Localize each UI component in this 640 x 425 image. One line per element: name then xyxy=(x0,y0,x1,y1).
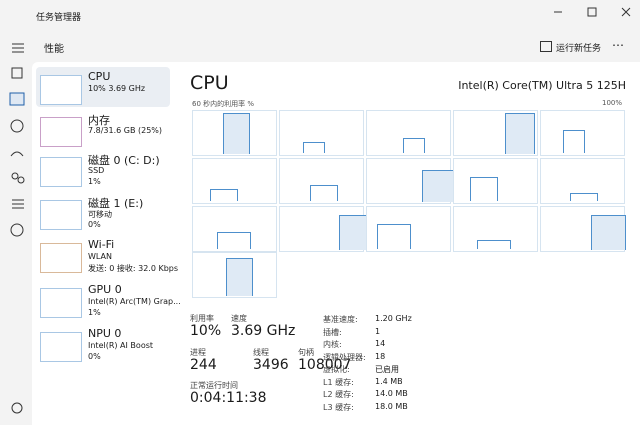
stat-value: 108007 xyxy=(298,357,352,373)
graph-line xyxy=(217,232,251,249)
detail-value: 已启用 xyxy=(375,365,399,374)
detail-value: 18.0 MB xyxy=(375,401,408,411)
graph-line xyxy=(303,142,325,153)
cpu-core-graph xyxy=(366,206,451,252)
sidebar-thumb xyxy=(40,75,82,105)
cpu-core-graph xyxy=(540,206,626,252)
cpu-core-graph xyxy=(192,252,277,298)
graph-max: 100% xyxy=(601,99,622,107)
sidebar-name: NPU 0 xyxy=(88,327,122,340)
graph-fill xyxy=(226,258,253,296)
detail-value: 1 xyxy=(375,326,381,336)
run-task-label: 运行新任务 xyxy=(556,44,602,54)
window-controls[interactable] xyxy=(550,4,640,20)
graph-line xyxy=(563,130,585,153)
more-menu[interactable]: ⋯ xyxy=(612,38,624,52)
cpu-core-graph xyxy=(192,206,277,252)
graph-line xyxy=(310,185,338,201)
cpu-core-graph xyxy=(453,110,538,156)
sidebar-name: GPU 0 xyxy=(88,283,122,296)
detail-label: 基准速度: xyxy=(323,315,358,324)
uptime-value: 0:04:11:38 xyxy=(190,390,267,406)
sidebar-detail: 1% xyxy=(88,308,101,317)
detail-value: 14 xyxy=(375,339,386,348)
sidebar-detail: 可移动 xyxy=(88,210,112,219)
graph-line xyxy=(210,189,238,201)
sidebar-detail: Intel(R) Arc(TM) Grap... xyxy=(88,297,181,306)
nav-icons[interactable] xyxy=(8,38,28,418)
detail-value: 1.4 MB xyxy=(375,376,403,386)
stat-value: 3496 xyxy=(253,357,289,373)
cpu-core-graph xyxy=(279,158,364,204)
graph-fill xyxy=(505,113,535,154)
sidebar-detail: 0% xyxy=(88,352,101,361)
uptime-label: 正常运行时间 xyxy=(190,381,238,390)
stat-value: 3.69 GHz xyxy=(231,323,296,339)
stat-label: 利用率 xyxy=(190,314,214,323)
cpu-core-graph xyxy=(366,110,451,156)
detail-label: 内核: xyxy=(323,340,342,349)
sidebar-thumb xyxy=(40,157,82,187)
sidebar-name: Wi-Fi xyxy=(88,238,115,251)
detail-value: 14.0 MB xyxy=(375,389,408,398)
detail-label: L2 缓存: xyxy=(323,390,354,399)
sidebar-name: 磁盘 0 (C: D:) xyxy=(88,154,160,167)
detail-label: 逻辑处理器: xyxy=(323,352,366,362)
cpu-core-graph xyxy=(279,206,371,252)
graph-line xyxy=(570,193,598,201)
detail-value: 1.20 GHz xyxy=(375,314,412,323)
cpu-core-graph xyxy=(540,158,625,204)
cpu-core-graph xyxy=(192,158,277,204)
cpu-core-graph xyxy=(453,206,538,252)
processor-name: Intel(R) Core(TM) Ultra 5 125H xyxy=(458,79,626,92)
graph-line xyxy=(470,177,498,201)
sidebar-name: 磁盘 1 (E:) xyxy=(88,197,144,210)
sidebar-thumb xyxy=(40,200,82,230)
sidebar-detail: WLAN xyxy=(88,252,113,261)
cpu-core-graph xyxy=(366,158,459,204)
sidebar-thumb xyxy=(40,332,82,362)
graph-line xyxy=(403,138,425,153)
page-title: 性能 xyxy=(44,44,64,55)
stat-label: 线程 xyxy=(253,348,269,357)
detail-label: 插槽: xyxy=(323,327,342,337)
window-title: 任务管理器 xyxy=(36,13,82,23)
cpu-core-graph xyxy=(192,110,277,156)
stat-value: 244 xyxy=(190,357,217,373)
stat-value: 10% xyxy=(190,323,222,339)
graph-fill xyxy=(591,215,626,250)
stat-label: 进程 xyxy=(190,348,206,357)
sidebar-detail: Intel(R) AI Boost xyxy=(88,341,154,350)
detail-label: L1 缓存: xyxy=(323,377,354,387)
graph-fill xyxy=(223,113,250,154)
sidebar-name: CPU xyxy=(88,70,111,83)
sidebar-thumb xyxy=(40,288,82,318)
sidebar-detail: 10% 3.69 GHz xyxy=(88,84,146,93)
sidebar-name: 内存 xyxy=(88,114,110,127)
cpu-core-graph xyxy=(279,110,364,156)
sidebar-thumb xyxy=(40,243,82,273)
stat-label: 句柄 xyxy=(298,348,314,357)
graph-line xyxy=(477,240,511,249)
sidebar-detail: 1% xyxy=(88,177,101,186)
sidebar-detail: 7.8/31.6 GB (25%) xyxy=(88,126,163,135)
sidebar-detail: 0% xyxy=(88,220,101,229)
graph-line xyxy=(377,224,411,249)
detail-label: L3 缓存: xyxy=(323,402,354,412)
sidebar-thumb xyxy=(40,117,82,147)
stat-label: 速度 xyxy=(231,314,247,323)
sidebar-detail: SSD xyxy=(88,166,105,175)
cpu-title: CPU xyxy=(190,72,229,94)
sidebar-detail: 发送: 0 接收: 32.0 Kbps xyxy=(88,264,179,273)
run-task-button[interactable]: 运行新任务 xyxy=(540,41,601,54)
cpu-core-graph xyxy=(540,110,625,156)
graph-label: 60 秒内的利用率 % xyxy=(192,100,255,108)
cpu-core-graph xyxy=(453,158,538,204)
detail-value: 18 xyxy=(375,351,386,361)
detail-label: 虚拟化: xyxy=(323,365,350,374)
